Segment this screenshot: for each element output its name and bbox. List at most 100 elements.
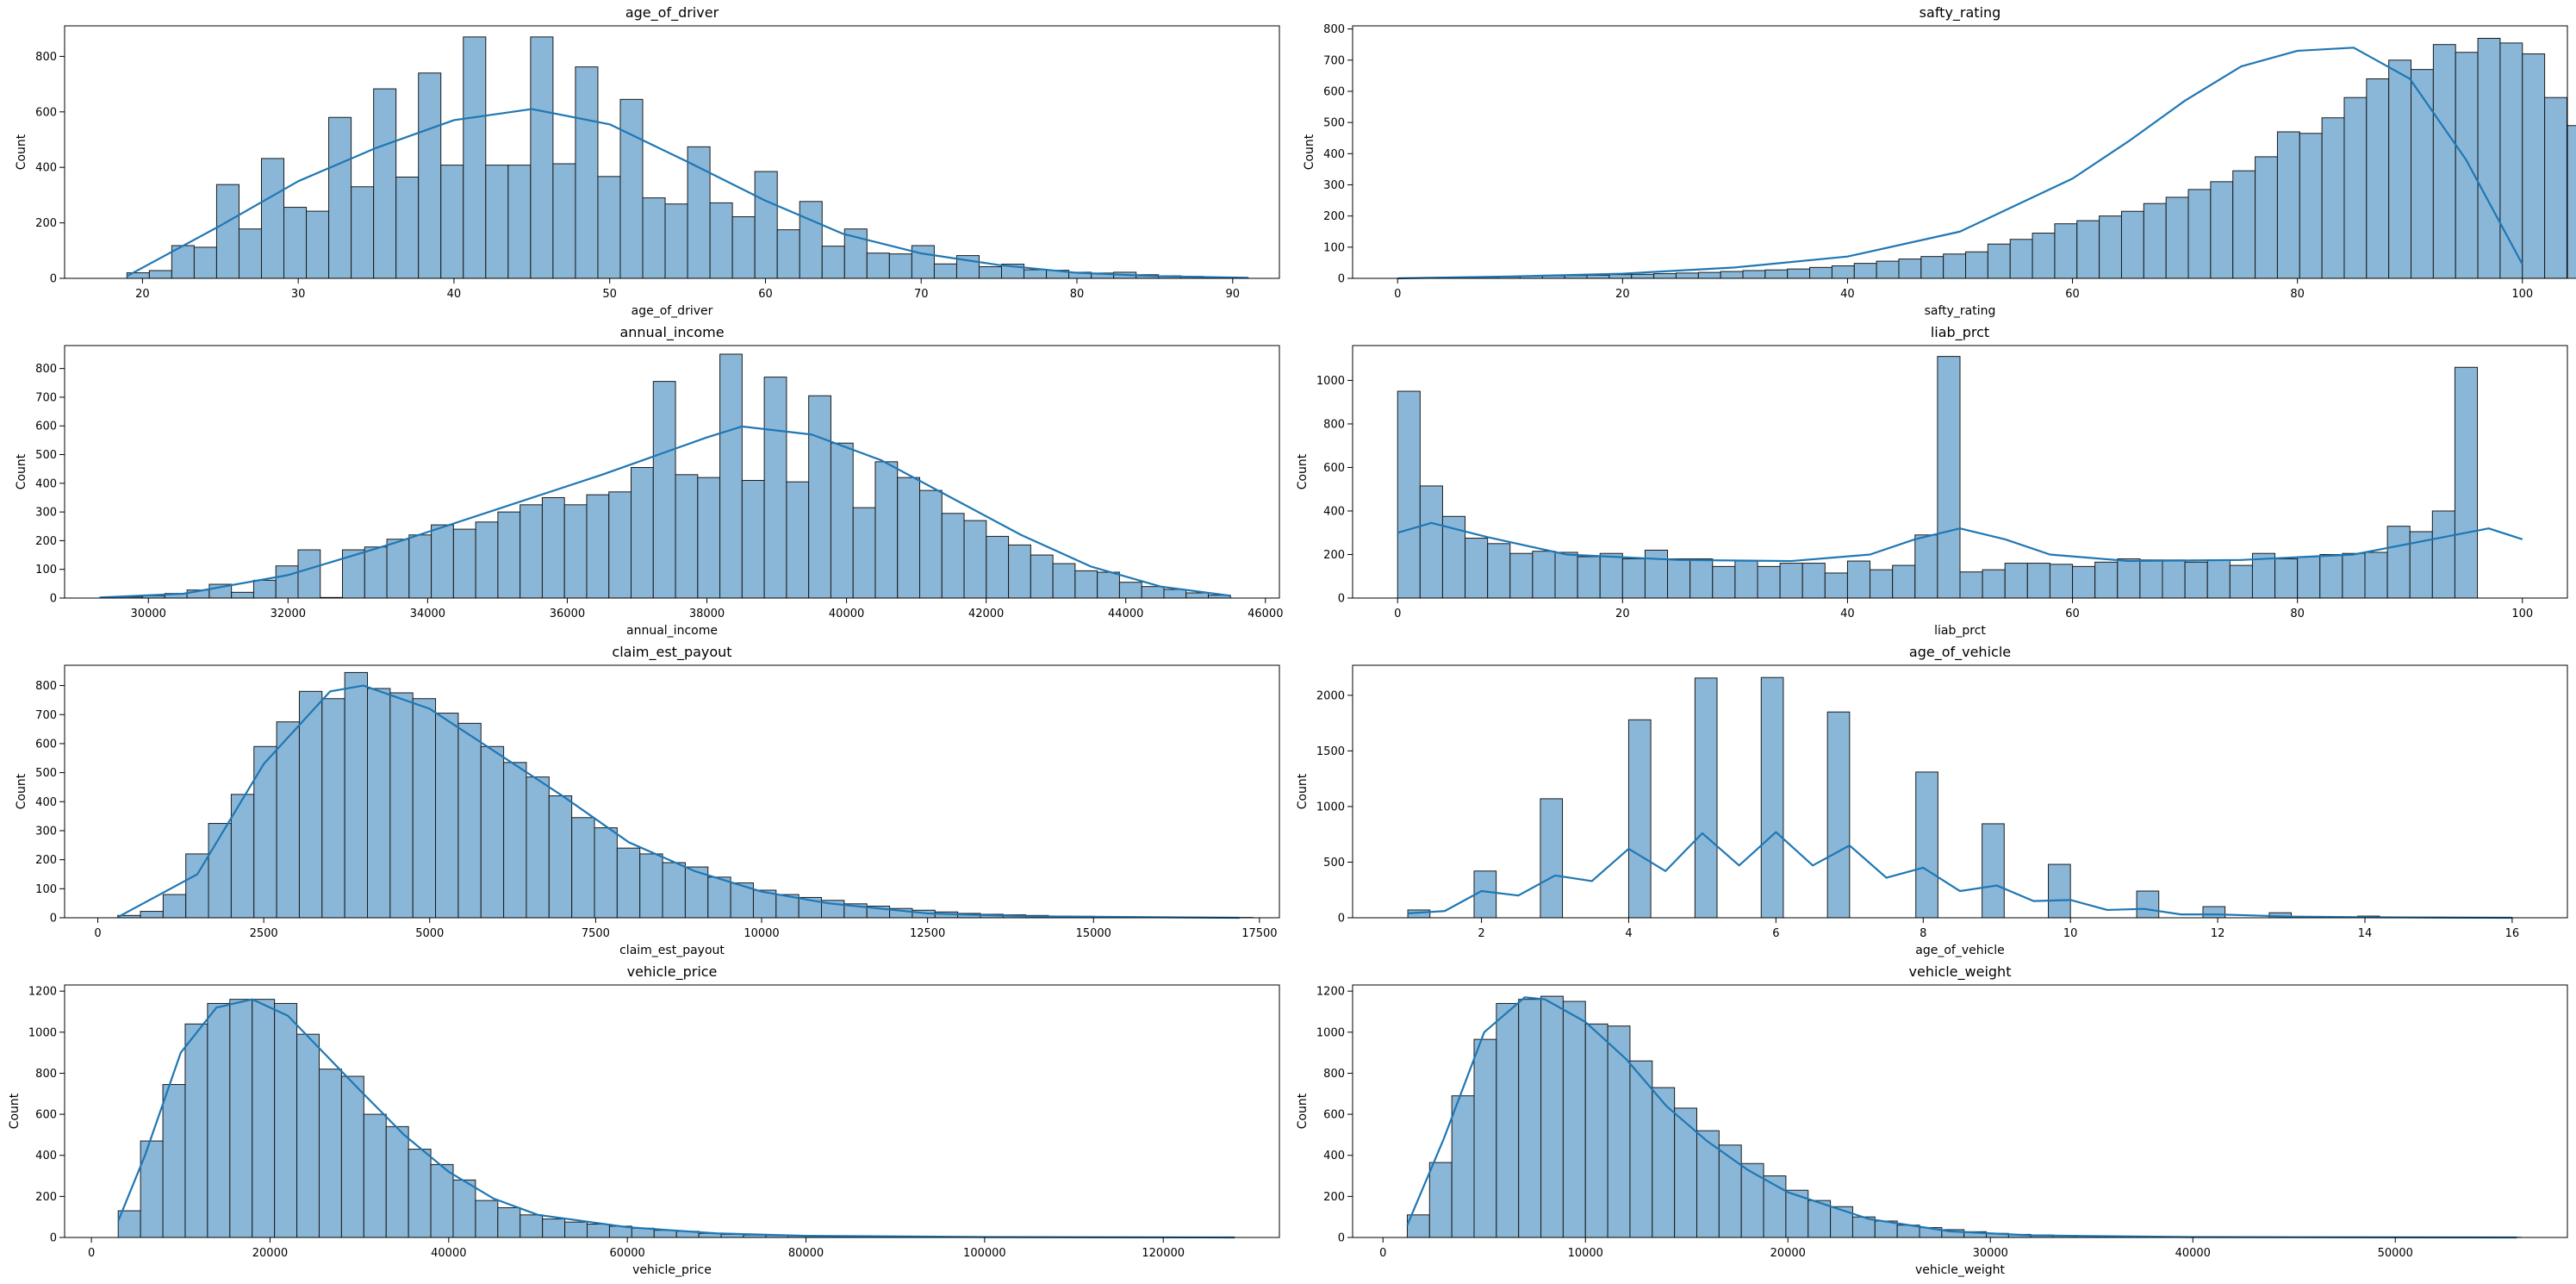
histogram-bar: [238, 228, 262, 279]
histogram-bar: [552, 163, 576, 279]
y-tick-label: 700: [35, 709, 57, 722]
x-tick-label: 46000: [1248, 608, 1283, 620]
histogram-bar: [1608, 274, 1633, 279]
x-axis-label: age_of_driver: [632, 304, 713, 318]
histogram-bar: [1008, 544, 1031, 599]
histogram-bar: [412, 698, 437, 919]
histogram-bar: [1599, 552, 1623, 599]
histogram-bar: [2431, 510, 2455, 599]
histogram-bar: [1118, 582, 1142, 599]
y-axis-label: Count: [1296, 773, 1310, 809]
axes-frame: [64, 345, 1280, 599]
y-tick-label: 800: [1323, 1068, 1345, 1081]
histogram-bar: [587, 1224, 610, 1238]
x-axis-label: claim_est_payout: [619, 944, 725, 957]
histogram-bar: [252, 579, 277, 599]
histogram-bar: [741, 479, 765, 599]
histogram-bar: [2388, 59, 2412, 279]
histogram-bar: [475, 521, 499, 599]
histogram-bar: [662, 862, 686, 919]
histogram-bar: [2048, 863, 2071, 919]
histogram-bar: [2386, 526, 2411, 599]
histogram-bar: [2049, 564, 2074, 599]
histogram-bar: [321, 698, 345, 919]
histogram-bar: [2094, 561, 2119, 599]
histogram-bar: [1696, 1130, 1720, 1238]
y-tick-label: 100: [1323, 241, 1345, 254]
x-tick-label: 0: [88, 1247, 95, 1260]
histogram-bar: [652, 381, 676, 599]
histogram-bar: [328, 116, 352, 279]
histogram-bar: [1937, 356, 1961, 599]
histogram-bar: [571, 817, 595, 919]
y-tick-label: 500: [1323, 857, 1345, 870]
y-tick-label: 200: [1323, 1191, 1345, 1204]
kde-line: [1397, 47, 2523, 280]
histogram-bar: [297, 549, 321, 599]
histogram-bar: [2206, 559, 2231, 599]
histogram-bar: [1915, 771, 1938, 919]
histogram-bar: [1509, 552, 1534, 599]
histogram-bar: [1674, 1107, 1698, 1238]
histogram-bar: [2232, 170, 2256, 279]
x-axis-label: age_of_vehicle: [1915, 944, 2004, 957]
histogram-bar: [963, 520, 987, 599]
histogram-bar: [1876, 260, 1900, 279]
y-tick-label: 200: [1323, 549, 1345, 562]
x-tick-label: 15000: [1076, 927, 1111, 940]
y-tick-label: 800: [1323, 23, 1345, 36]
histogram-bar: [684, 866, 709, 919]
histogram-bar: [1652, 1087, 1676, 1238]
x-tick-label: 80: [2290, 608, 2305, 620]
histogram-bar: [530, 36, 554, 279]
histogram-bar: [866, 252, 890, 279]
histogram-bar: [1720, 271, 1744, 279]
y-tick-label: 600: [35, 738, 57, 751]
histogram-panel-vehicle_weight: 0 10000 20000 30000 40000 50000 0 200 400 600 800 1…: [1296, 963, 2568, 1277]
histogram-bar: [548, 795, 573, 919]
histogram-bar: [1675, 272, 1699, 279]
histogram-bar: [1496, 1002, 1520, 1238]
histogram-bar: [2184, 561, 2208, 599]
x-tick-label: 80: [1070, 288, 1085, 301]
y-tick-label: 0: [1338, 913, 1345, 926]
histogram-bar: [1185, 592, 1210, 599]
histogram-bar: [162, 894, 187, 919]
histogram-bar: [497, 1206, 521, 1238]
y-axis-label: Count: [1296, 1093, 1310, 1129]
x-tick-label: 38000: [689, 608, 725, 620]
x-tick-label: 20000: [1770, 1247, 1806, 1260]
panel-title: claim_est_payout: [612, 644, 731, 661]
histogram-bar: [363, 1113, 387, 1238]
axes-frame: [64, 984, 1280, 1238]
axes-frame: [1352, 984, 2568, 1238]
x-tick-label: 34000: [410, 608, 445, 620]
histogram-bar: [351, 186, 375, 279]
y-tick-label: 0: [50, 273, 57, 286]
x-tick-label: 0: [94, 927, 101, 940]
panel-title: age_of_driver: [625, 4, 719, 22]
histogram-bar: [395, 176, 420, 279]
histogram-bar: [2522, 53, 2546, 279]
histogram-bar: [1030, 554, 1054, 599]
histogram-bar: [457, 722, 482, 919]
panel-title: age_of_vehicle: [1909, 644, 2011, 661]
histogram-bar: [664, 203, 688, 279]
histogram-bar: [431, 524, 454, 599]
x-tick-label: 6: [1772, 927, 1779, 940]
y-tick-label: 600: [1323, 462, 1345, 475]
histogram-bar: [1779, 563, 1803, 599]
histogram-bar: [1760, 676, 1784, 919]
histogram-bar: [1898, 259, 1922, 279]
histogram-bar: [274, 1002, 298, 1238]
histogram-bar: [1712, 565, 1736, 599]
histogram-bar: [435, 713, 459, 919]
x-tick-label: 100000: [963, 1247, 1006, 1260]
histogram-bar: [597, 176, 621, 279]
histogram-bar: [1451, 1095, 1475, 1238]
histogram-bar: [776, 229, 800, 279]
histogram-bar: [2297, 556, 2321, 599]
y-tick-label: 800: [35, 680, 57, 693]
histogram-bar: [1740, 1162, 1764, 1238]
histogram-bar: [389, 692, 414, 919]
